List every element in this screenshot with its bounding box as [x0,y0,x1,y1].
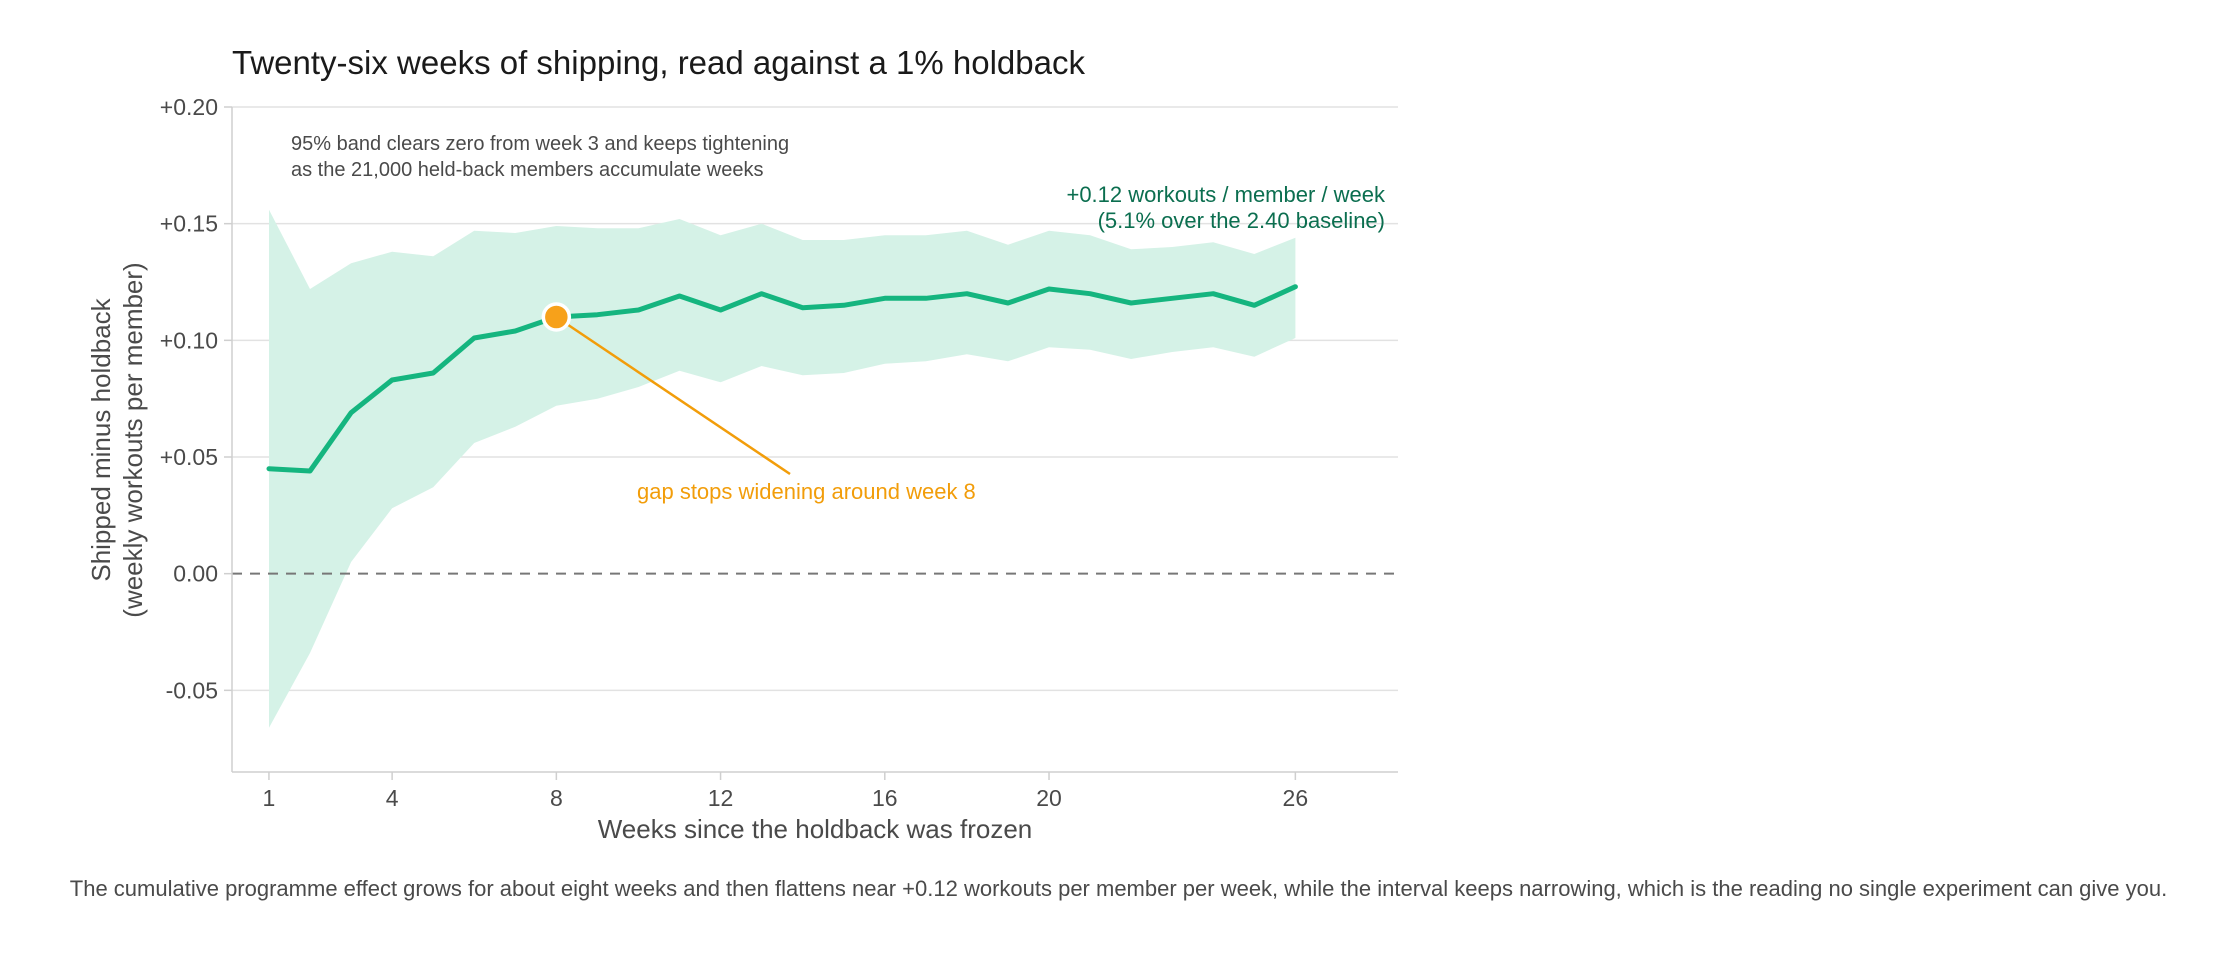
end-label-line-2: (5.1% over the 2.40 baseline) [1098,208,1385,233]
series-line [266,284,1298,474]
chart-caption: The cumulative programme effect grows fo… [69,876,2168,901]
x-tick-label: 26 [1283,785,1309,811]
x-axis-label: Weeks since the holdback was frozen [598,814,1033,844]
x-axis-ticks: 1 4 8 12 16 20 26 [263,772,1309,811]
y-tick-label: +0.10 [160,327,218,353]
y-tick-label: +0.20 [160,94,218,120]
y-tick-label: +0.15 [160,211,218,237]
y-tick-label: 0.00 [173,561,218,587]
band-note-line-1: 95% band clears zero from week 3 and kee… [291,133,789,155]
band-note-line-2: as the 21,000 held-back members accumula… [291,159,763,181]
y-tick-label: -0.05 [166,677,218,703]
chart: Twenty-six weeks of shipping, read again… [86,44,1398,844]
end-label-line-1: +0.12 workouts / member / week [1066,182,1386,207]
y-axis-label-line-1: Shipped minus holdback [86,297,116,581]
x-tick-label: 20 [1036,785,1062,811]
x-tick-label: 16 [872,785,898,811]
y-axis-label-line-2: (weekly workouts per member) [118,262,148,617]
highlight-point-week-8 [541,302,572,332]
y-axis-label: Shipped minus holdback (weekly workouts … [86,262,148,617]
y-axis-ticks: +0.20 +0.15 +0.10 +0.05 0.00 -0.05 [160,94,232,703]
y-tick-label: +0.05 [160,444,218,470]
x-tick-label: 1 [263,785,276,811]
x-tick-label: 4 [386,785,399,811]
callout-line [555,315,791,476]
callout-label: gap stops widening around week 8 [637,479,976,504]
chart-title: Twenty-six weeks of shipping, read again… [232,44,1085,81]
x-tick-label: 8 [550,785,563,811]
x-tick-label: 12 [708,785,734,811]
axis-lines [231,107,1398,773]
confidence-band [269,209,1296,728]
